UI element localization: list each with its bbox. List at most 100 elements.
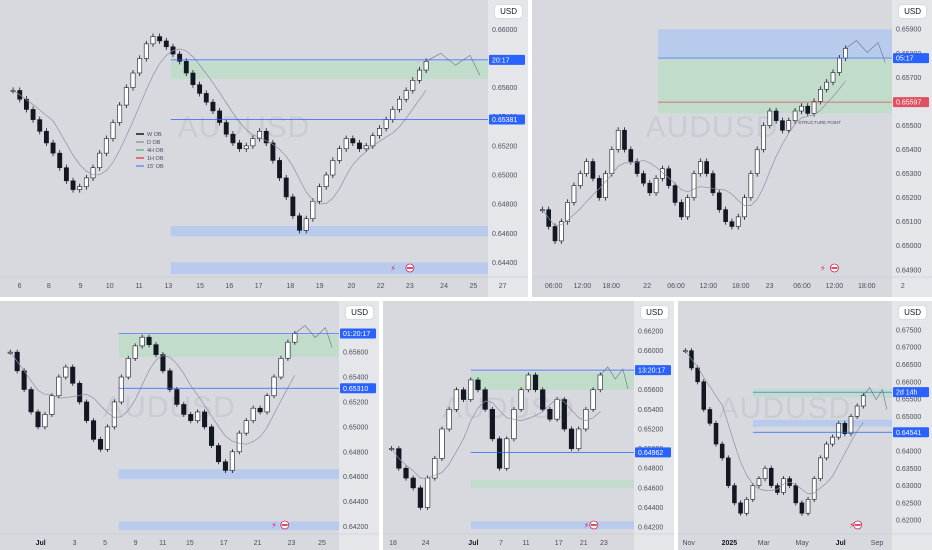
candle (540, 389, 546, 410)
candle (695, 367, 700, 383)
x-tick-label: 9 (134, 540, 138, 547)
candle (805, 105, 811, 114)
candle (666, 168, 672, 186)
x-tick-label: 20 (347, 283, 355, 290)
watermark: AUDUSD (178, 111, 311, 144)
candle (130, 72, 136, 88)
currency-label[interactable]: USD (899, 306, 926, 319)
candle (10, 90, 16, 92)
y-tick-label: 0.67500 (896, 327, 921, 334)
y-tick-label: 0.64000 (896, 448, 921, 455)
price-tag-label: 13:20:17 (638, 368, 665, 375)
candle (811, 101, 817, 114)
candle (558, 221, 564, 242)
candle (713, 423, 719, 445)
candle (330, 160, 336, 176)
us-flag-stripe (831, 267, 838, 269)
x-tick-label: 24 (440, 283, 448, 290)
candle (56, 376, 62, 397)
candle (410, 477, 416, 489)
chart-panel-5[interactable]: AUDUSD 0.67500 0.67000 0.66500 0.66000 0.6550… (678, 301, 932, 550)
event-bolt-icon: ⚡ (271, 521, 277, 530)
candle (590, 161, 596, 179)
candle (28, 389, 34, 413)
candle (77, 382, 83, 403)
currency-label[interactable]: USD (346, 306, 373, 319)
candle (679, 202, 684, 218)
event-bolt-icon: ⚡ (849, 521, 855, 530)
candle (496, 438, 503, 469)
x-tick-label: 2025 (722, 540, 738, 547)
chart-panel-4[interactable]: AUDUSD0.662000.660000.658000.656000.6540… (383, 301, 674, 550)
x-tick-label: Sep (871, 540, 884, 547)
candle (532, 374, 539, 391)
chart-svg-2[interactable]: AUDUSD0.659000.658000.657000.656000.6550… (532, 0, 932, 297)
chart-panel-2[interactable]: AUDUSD0.659000.658000.657000.656000.6550… (532, 0, 932, 297)
chart-svg-4[interactable]: AUDUSD0.662000.660000.658000.656000.6540… (383, 301, 674, 550)
y-tick-label: 0.64400 (343, 499, 368, 506)
candle (704, 161, 709, 174)
candle (609, 149, 615, 174)
y-tick-label: 0.65600 (343, 350, 368, 357)
x-tick-label: 6 (18, 283, 22, 290)
chart-svg-5[interactable]: AUDUSD 0.67500 0.67000 0.66500 0.66000 0.6550… (678, 301, 932, 550)
candle (117, 104, 123, 123)
candle (836, 423, 841, 438)
order-block-zone (752, 419, 892, 427)
candle (84, 401, 90, 421)
candle (615, 129, 621, 150)
x-tick-label: 23 (288, 540, 296, 547)
currency-label[interactable]: USD (899, 5, 926, 18)
y-tick-label: 0.65500 (896, 397, 921, 404)
x-tick-label: 24 (422, 540, 430, 547)
candle (647, 182, 653, 194)
y-tick-label: 0.62000 (896, 518, 921, 525)
candle (35, 411, 41, 428)
x-tick-label: 11 (135, 283, 142, 290)
candle (167, 370, 173, 390)
candle (42, 414, 48, 428)
price-tag (489, 54, 525, 65)
order-block-zone (470, 521, 634, 530)
y-tick-label: 0.64800 (492, 202, 517, 209)
y-tick-label: 0.65200 (638, 426, 663, 433)
y-tick-label: 0.67000 (896, 345, 921, 352)
candle (453, 389, 459, 410)
x-tick-label: Nov (682, 540, 695, 547)
price-tag (489, 114, 525, 125)
price-tag-label: 0.64962 (638, 450, 663, 457)
candle (518, 389, 524, 410)
candle (263, 130, 269, 144)
order-block-zone (170, 226, 489, 237)
currency-label[interactable]: USD (641, 306, 668, 319)
chart-svg-1[interactable]: AUDUSD0.660000.658000.656000.654000.6520… (0, 0, 528, 297)
candle (793, 485, 799, 504)
candle (641, 173, 646, 184)
candle (552, 226, 558, 242)
candle (843, 48, 848, 59)
y-tick-label: 0.62500 (896, 500, 921, 507)
candle (780, 120, 785, 131)
x-tick-label: 10 (106, 283, 114, 290)
order-block-zone (658, 58, 892, 114)
price-tag (635, 447, 671, 458)
x-tick-label: 06:00 (667, 283, 685, 290)
candle (701, 381, 707, 410)
chart-panel-1[interactable]: AUDUSD0.660000.658000.656000.654000.6520… (0, 0, 528, 297)
candle (37, 119, 43, 132)
candle (264, 395, 270, 413)
chart-svg-3[interactable]: AUDUSD0.656000.654000.652000.650000.6480… (0, 301, 379, 550)
candle (209, 426, 215, 446)
candle (773, 110, 779, 121)
chart-panel-3[interactable]: AUDUSD 0.65600 0.65400 0.65200 0.65000 0.6480… (0, 301, 379, 550)
candle (792, 110, 798, 121)
candle (50, 142, 56, 154)
candle (230, 133, 236, 144)
currency-label[interactable]: USD (495, 5, 522, 18)
x-tick-label: 18:00 (858, 283, 876, 290)
candle (146, 336, 152, 345)
candle (195, 411, 201, 421)
candle (707, 409, 713, 424)
candle (397, 98, 402, 110)
y-tick-label: 0.66000 (896, 379, 921, 386)
